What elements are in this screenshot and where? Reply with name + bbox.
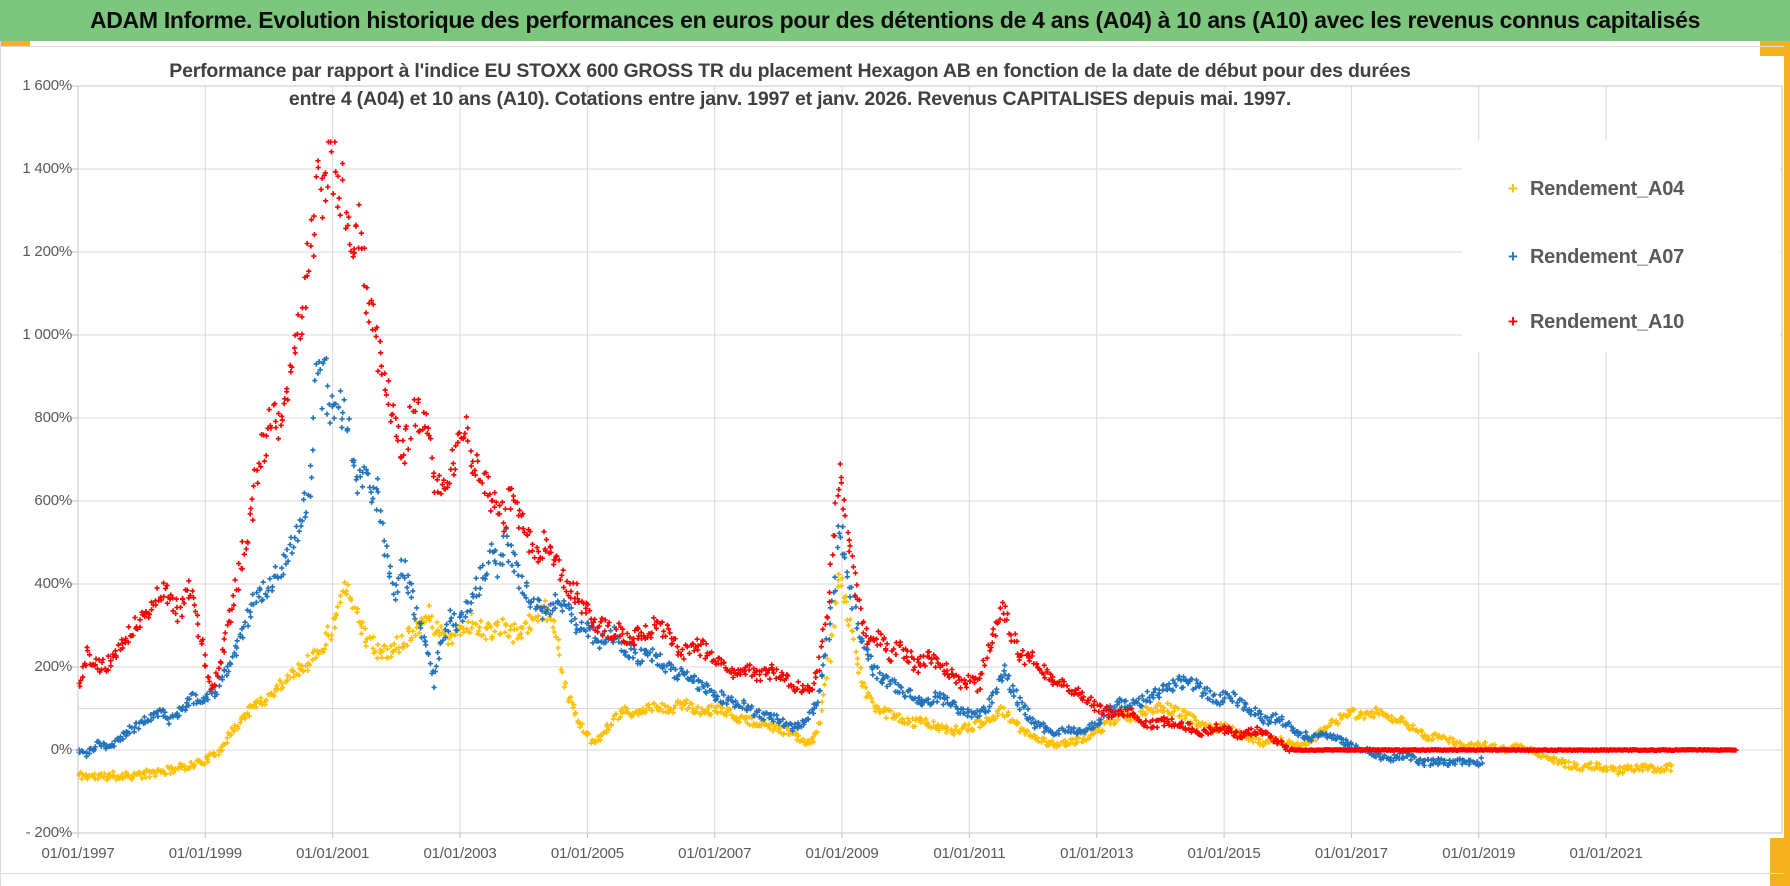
y-axis-label: 200% (34, 658, 72, 675)
y-axis-label: 1 600% (22, 77, 72, 94)
chart-title-line1: Performance par rapport à l'indice EU ST… (169, 60, 1411, 82)
gold-accent-left (0, 41, 30, 47)
header-divider-line (0, 46, 1784, 47)
legend-plus-marker-icon: + (1508, 312, 1518, 331)
left-edge-line (0, 41, 1, 886)
x-axis-label: 01/01/2021 (1569, 845, 1643, 862)
y-axis-label: - 200% (25, 824, 73, 841)
x-axis-label: 01/01/2005 (550, 845, 624, 862)
legend-item-rendement_a07: + Rendement_A07 (1508, 244, 1684, 270)
bottom-divider-line (0, 873, 1784, 874)
x-axis-label: 01/01/2003 (423, 845, 497, 862)
x-axis-label: 01/01/2013 (1060, 845, 1134, 862)
x-axis-label: 01/01/2001 (296, 845, 370, 862)
chart-legend: + Rendement_A04 + Rendement_A07 + Rendement_A… (1462, 140, 1780, 352)
x-axis-label: 01/01/2007 (678, 845, 752, 862)
y-axis-label: 1 200% (22, 243, 72, 260)
slide-title-bar: ADAM Informe. Evolution historique des p… (0, 0, 1790, 41)
slide-title: ADAM Informe. Evolution historique des p… (89, 7, 1701, 33)
legend-item-rendement_a10: + Rendement_A10 (1508, 309, 1684, 335)
chart-title-line2: entre 4 (A04) et 10 ans (A10). Cotations… (288, 88, 1292, 110)
x-axis-label: 01/01/2011 (933, 845, 1006, 862)
plot-border (77, 85, 1783, 834)
x-axis-label: 01/01/2017 (1314, 845, 1388, 862)
legend-label: Rendement_A10 (1529, 310, 1685, 333)
series-rendement_a10 (76, 139, 1739, 754)
y-axis-label: 0% (50, 741, 72, 758)
legend-plus-marker-icon: + (1508, 247, 1518, 266)
y-axis-label: 800% (34, 409, 72, 426)
chart-title: Performance par rapport à l'indice EU ST… (145, 57, 1435, 113)
legend-item-rendement_a04: + Rendement_A04 (1508, 176, 1684, 202)
gold-accent-top-right (1760, 41, 1790, 56)
x-axis-label: 01/01/1999 (168, 845, 242, 862)
gold-accent-bottom-right (1770, 838, 1790, 886)
y-axis-label: 400% (34, 575, 72, 592)
y-axis-label: 1 000% (22, 326, 72, 343)
x-axis-label: 01/01/2019 (1442, 845, 1516, 862)
gold-accent-right-stripe (1784, 41, 1790, 886)
y-axis-label: 1 400% (22, 160, 72, 177)
x-axis-label: 01/01/2009 (805, 845, 879, 862)
series-rendement_a07 (76, 355, 1485, 769)
y-axis-label: 600% (34, 492, 72, 509)
x-axis-label: 01/01/2015 (1187, 845, 1261, 862)
legend-label: Rendement_A07 (1529, 245, 1685, 268)
legend-label: Rendement_A04 (1529, 177, 1685, 200)
legend-plus-marker-icon: + (1508, 179, 1518, 198)
x-axis-label: 01/01/1997 (41, 845, 115, 862)
